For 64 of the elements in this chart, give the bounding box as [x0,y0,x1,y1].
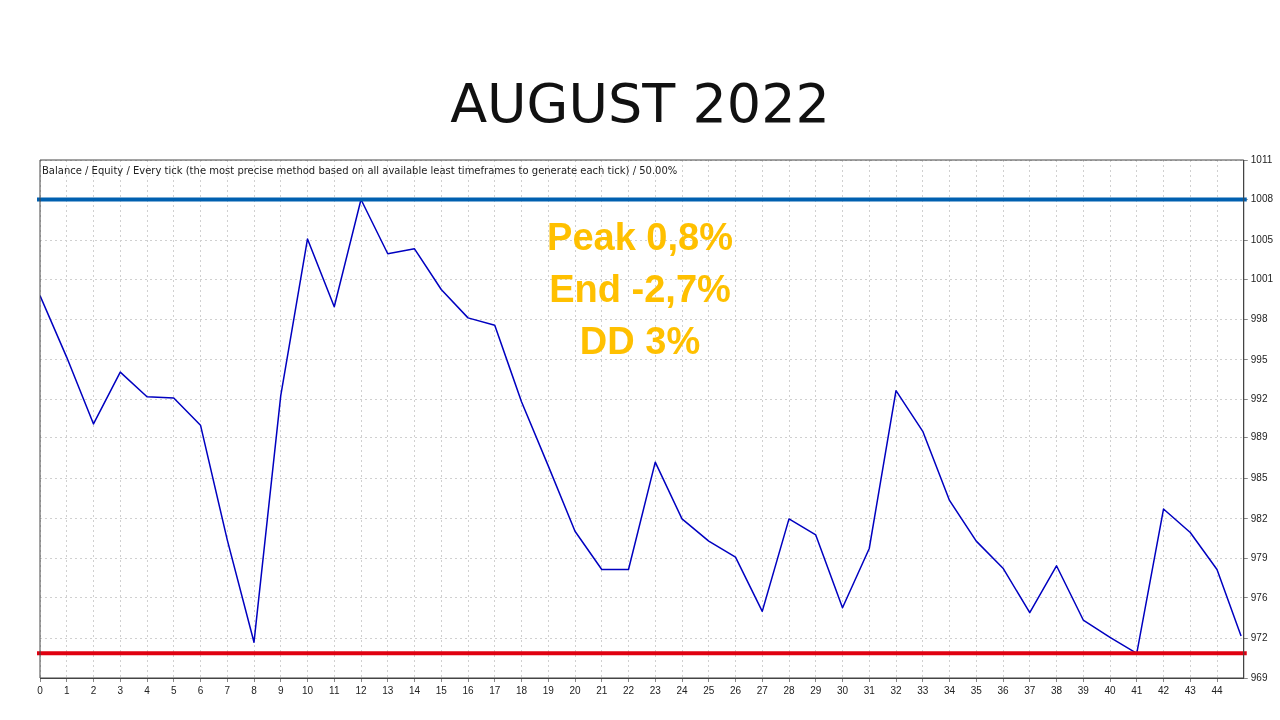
x-tick-label: 8 [251,684,258,696]
x-tick-label: 23 [649,684,662,696]
x-tick-label: 9 [277,684,284,696]
x-tick-label: 31 [863,684,876,696]
x-tick-label: 5 [170,684,177,696]
x-tick-label: 41 [1131,684,1143,696]
chart-title: AUGUST 2022 [449,72,831,135]
x-tick-label: 15 [435,684,448,696]
x-tick-label: 1 [63,684,70,696]
x-tick-label: 32 [890,684,902,696]
y-tick-label: 1011 [1250,153,1273,165]
x-tick-label: 14 [408,684,421,696]
x-tick-label: 0 [37,684,44,696]
x-tick-label: 37 [1024,684,1036,696]
x-tick-label: 25 [703,684,715,696]
x-tick-label: 11 [329,684,340,696]
y-tick-label: 969 [1250,671,1268,683]
x-tick-label: 16 [462,684,474,696]
x-tick-label: 6 [197,684,204,696]
x-tick-label: 44 [1211,684,1223,696]
annotation: End -2,7% [549,268,731,311]
x-tick-label: 38 [1050,684,1063,696]
x-tick-label: 33 [917,684,929,696]
x-tick-label: 22 [622,684,635,696]
x-tick-label: 35 [970,684,983,696]
y-tick-label: 976 [1250,591,1268,603]
x-tick-label: 30 [836,684,849,696]
x-tick-label: 26 [729,684,742,696]
y-tick-label: 998 [1250,312,1268,324]
y-tick-label: 1005 [1250,233,1274,245]
x-tick-label: 19 [542,684,555,696]
x-tick-label: 36 [997,684,1009,696]
y-tick-label: 982 [1250,512,1268,524]
y-tick-label: 1008 [1250,193,1274,205]
y-tick-label: 972 [1250,632,1268,644]
x-tick-label: 34 [943,684,956,696]
x-tick-label: 24 [676,684,688,696]
y-tick-label: 995 [1250,353,1268,365]
x-tick-label: 12 [355,684,367,696]
x-tick-label: 7 [224,684,231,696]
annotation: Balance / Equity / Every tick (the most precise method based on all available least timeframes to generate each tick) / 50.00% [42,164,678,176]
x-tick-label: 28 [783,684,795,696]
x-tick-label: 40 [1104,684,1116,696]
x-tick-label: 18 [515,684,528,696]
x-tick-label: 27 [756,684,769,696]
x-tick-label: 43 [1184,684,1197,696]
x-tick-label: 2 [90,684,97,696]
y-tick-label: 979 [1250,552,1268,564]
x-tick-label: 29 [810,684,822,696]
x-tick-label: 4 [144,684,151,696]
y-tick-label: 989 [1250,431,1268,443]
x-tick-label: 3 [117,684,124,696]
x-tick-label: 13 [382,684,394,696]
y-tick-label: 985 [1250,471,1268,483]
x-tick-label: 42 [1157,684,1170,696]
y-tick-label: 1001 [1250,273,1274,285]
x-tick-label: 10 [301,684,314,696]
annotation: DD 3% [579,320,701,363]
y-tick-label: 992 [1250,393,1268,405]
x-tick-label: 39 [1077,684,1090,696]
x-tick-label: 17 [489,684,501,696]
x-tick-label: 20 [569,684,581,696]
x-tick-label: 21 [596,684,608,696]
annotation: Peak 0,8% [547,216,733,259]
